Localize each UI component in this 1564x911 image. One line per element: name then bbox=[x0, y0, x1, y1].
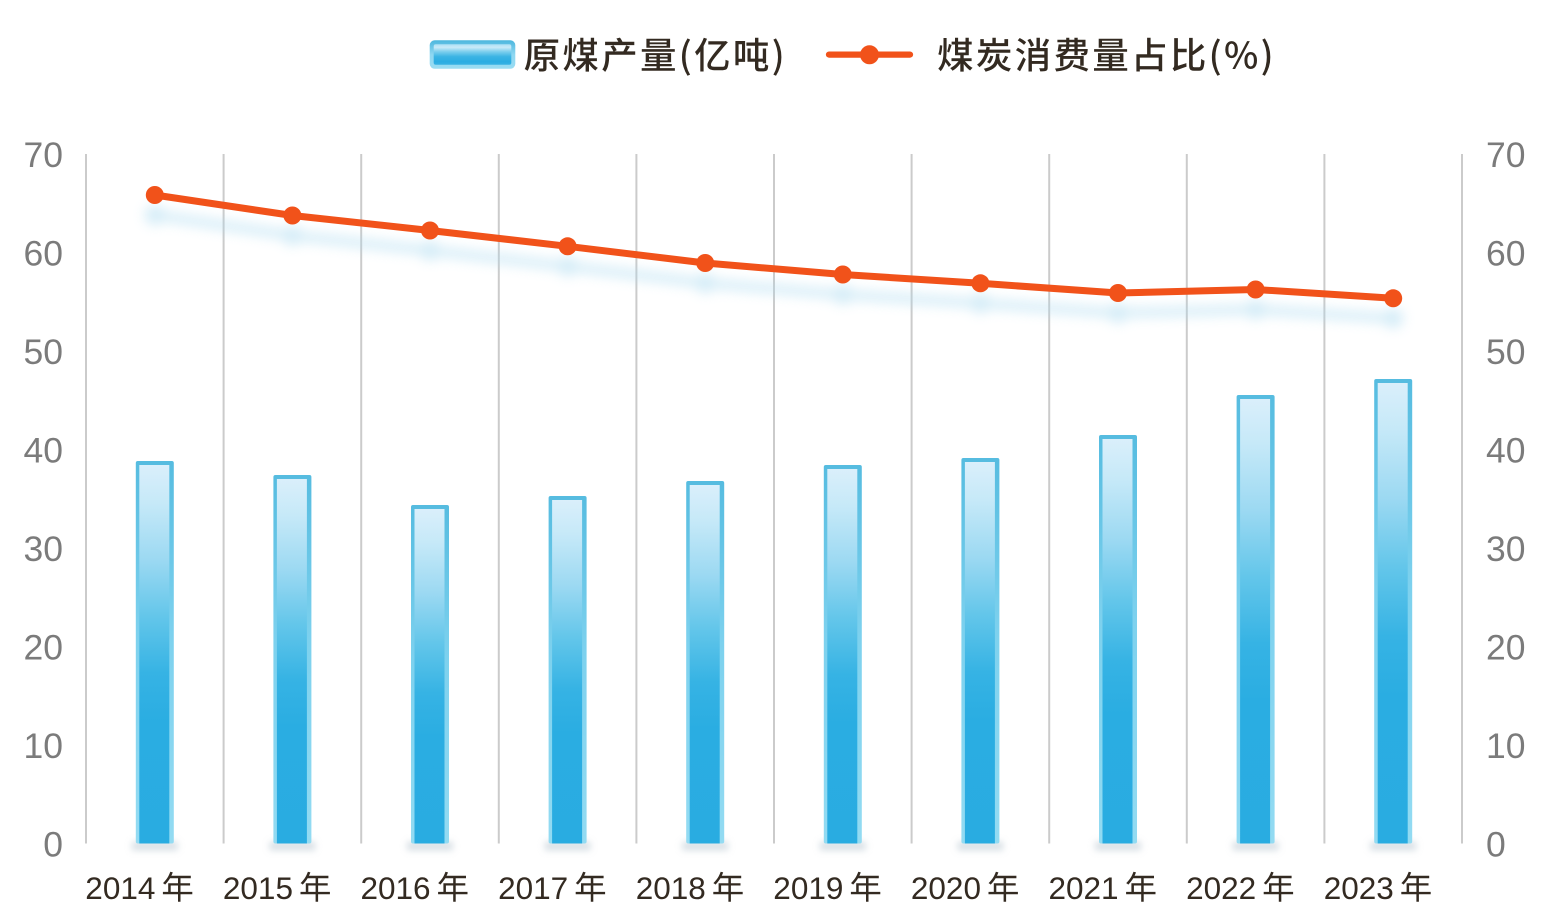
svg-text:2015: 2015 bbox=[223, 870, 293, 906]
svg-text:0: 0 bbox=[1486, 824, 1506, 864]
svg-text:2017: 2017 bbox=[498, 870, 568, 906]
svg-text:2019: 2019 bbox=[773, 870, 843, 906]
svg-text:20: 20 bbox=[1486, 627, 1526, 667]
svg-text:2022: 2022 bbox=[1186, 870, 1256, 906]
svg-text:60: 60 bbox=[24, 233, 64, 273]
svg-text:2020: 2020 bbox=[911, 870, 981, 906]
svg-text:50: 50 bbox=[1486, 332, 1526, 372]
svg-text:50: 50 bbox=[24, 332, 64, 372]
svg-text:2023: 2023 bbox=[1324, 870, 1394, 906]
svg-text:60: 60 bbox=[1486, 233, 1526, 273]
svg-text:2014: 2014 bbox=[85, 870, 155, 906]
svg-text:0: 0 bbox=[43, 824, 63, 864]
svg-text:20: 20 bbox=[24, 627, 64, 667]
svg-text:10: 10 bbox=[1486, 726, 1526, 766]
svg-text:30: 30 bbox=[1486, 529, 1526, 569]
svg-text:10: 10 bbox=[24, 726, 64, 766]
svg-text:70: 70 bbox=[1486, 135, 1526, 175]
svg-text:40: 40 bbox=[24, 430, 64, 470]
svg-text:30: 30 bbox=[24, 529, 64, 569]
svg-text:2016: 2016 bbox=[361, 870, 431, 906]
svg-text:70: 70 bbox=[24, 135, 64, 175]
svg-text:2021: 2021 bbox=[1049, 870, 1119, 906]
svg-text:2018: 2018 bbox=[636, 870, 706, 906]
svg-text:40: 40 bbox=[1486, 430, 1526, 470]
